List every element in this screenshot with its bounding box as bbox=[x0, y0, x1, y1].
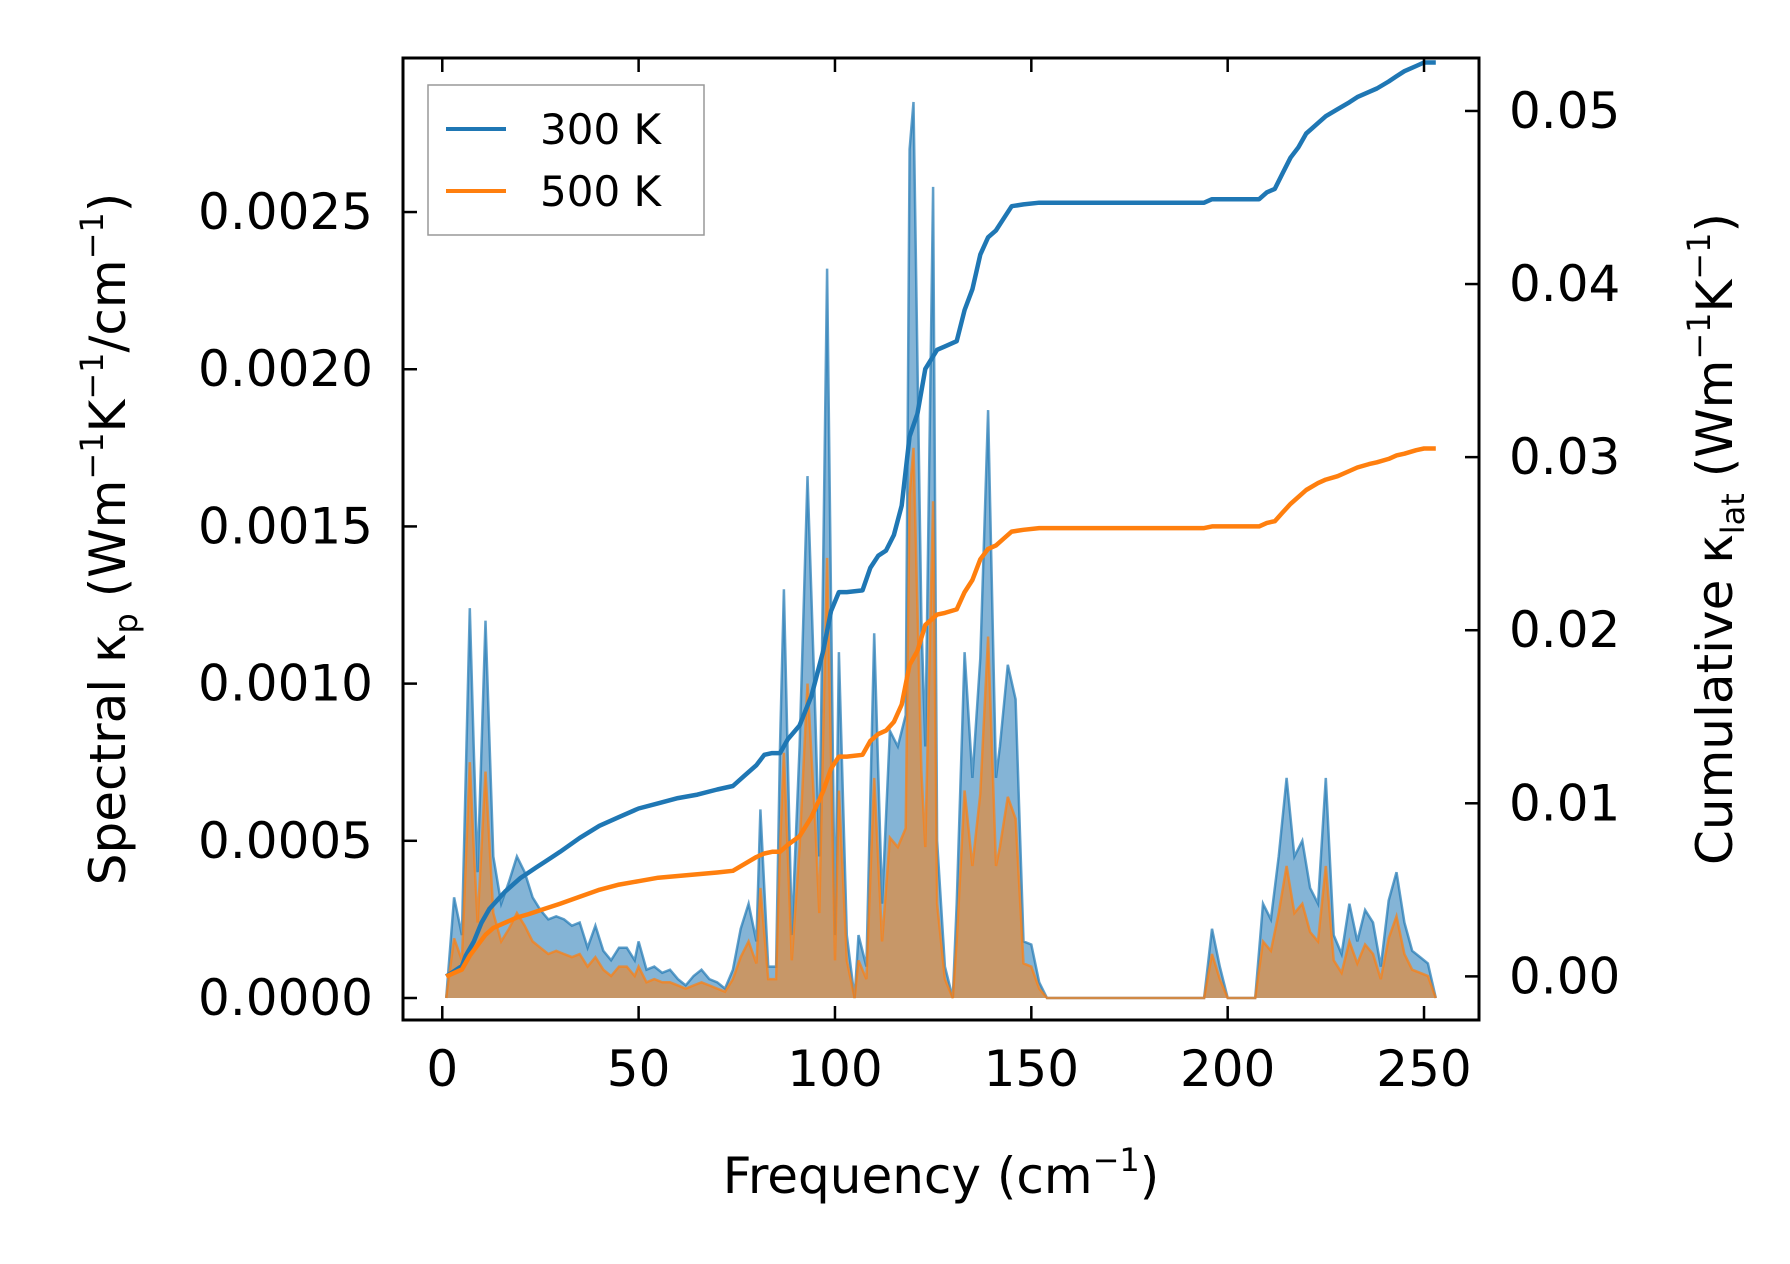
y-axis-left-label: Spectral κp (Wm−1K−1/cm−1) bbox=[73, 193, 145, 886]
cumulative-lines bbox=[444, 60, 1436, 979]
y-left-tick-label: 0.0015 bbox=[198, 497, 373, 555]
spectral-fill-300k bbox=[446, 102, 1436, 998]
legend-label-500k: 500 K bbox=[540, 167, 663, 216]
y-right-tick-label: 0.01 bbox=[1509, 774, 1620, 832]
x-tick-label: 0 bbox=[426, 1040, 458, 1098]
spectral-line-500k bbox=[444, 447, 1437, 1000]
axis-ticks: 0 50 100 150 200 250 0.0000 0.0005 0.0010 0.0015 0… bbox=[198, 58, 1620, 1098]
y-left-tick-label: 0.0010 bbox=[198, 655, 373, 713]
legend-box bbox=[427, 84, 705, 236]
y-right-tick-label: 0.04 bbox=[1509, 255, 1620, 313]
x-tick-label: 250 bbox=[1376, 1040, 1471, 1098]
x-tick-label: 200 bbox=[1180, 1040, 1275, 1098]
y-right-tick-label: 0.02 bbox=[1509, 601, 1620, 659]
plot-frame bbox=[401, 56, 1481, 1022]
x-axis-label: Frequency (cm−1) bbox=[723, 1141, 1160, 1205]
y-axis-right-label: Cumulative κlat (Wm−1K−1) bbox=[1680, 213, 1752, 865]
legend: 300 K 500 K bbox=[427, 84, 705, 236]
x-tick-label: 50 bbox=[607, 1040, 671, 1098]
legend-label-300k: 300 K bbox=[540, 105, 663, 154]
cumulative-line-300k bbox=[444, 60, 1436, 979]
y-right-tick-label: 0.00 bbox=[1509, 947, 1620, 1005]
cumulative-line-500k bbox=[445, 446, 1436, 979]
x-tick-label: 150 bbox=[984, 1040, 1079, 1098]
y-right-tick-label: 0.05 bbox=[1509, 82, 1620, 140]
y-right-tick-label: 0.03 bbox=[1509, 428, 1620, 486]
y-left-tick-label: 0.0005 bbox=[198, 812, 373, 870]
x-tick-label: 100 bbox=[787, 1040, 882, 1098]
y-left-tick-label: 0.0000 bbox=[198, 969, 373, 1027]
spectral-fills bbox=[444, 101, 1438, 1000]
y-left-tick-label: 0.0025 bbox=[198, 183, 373, 241]
y-left-tick-label: 0.0020 bbox=[198, 340, 373, 398]
